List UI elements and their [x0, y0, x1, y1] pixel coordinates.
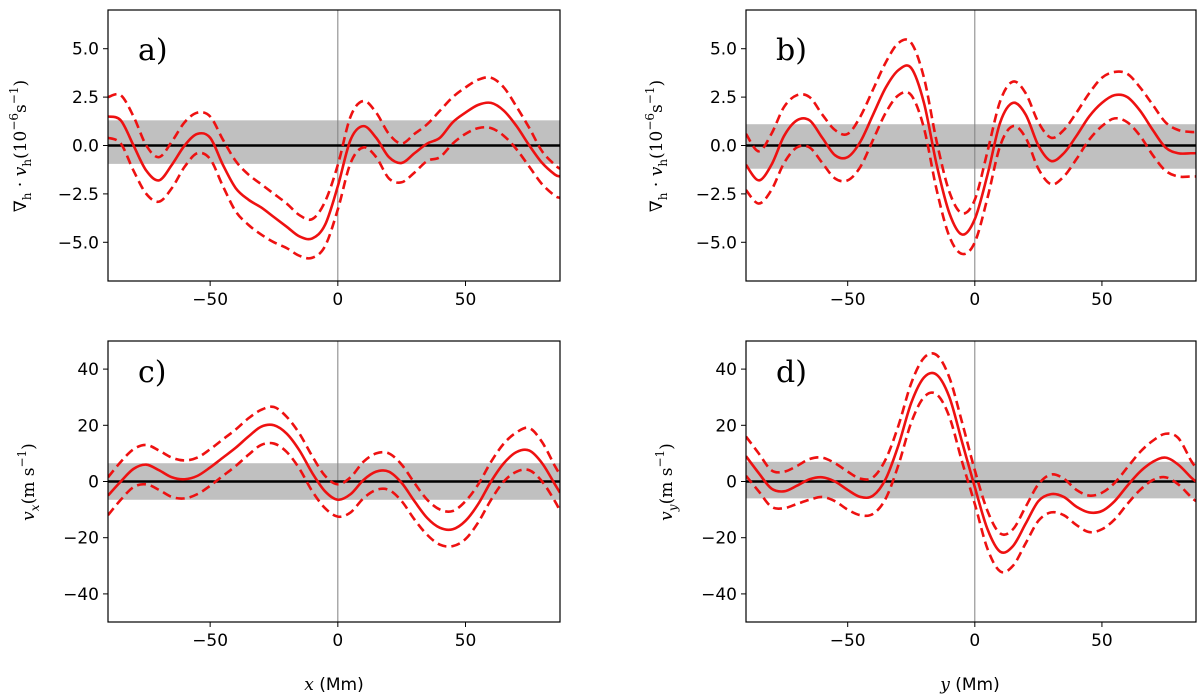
- y-tick-label-d: 0: [726, 473, 737, 493]
- x-tick-label-c: 50: [455, 631, 477, 651]
- x-tick-label-d: 50: [1091, 631, 1113, 651]
- x-tick-label-c: −50: [192, 631, 228, 651]
- x-tick-label-b: −50: [830, 290, 866, 310]
- y-tick-label-d: 20: [715, 416, 737, 436]
- y-tick-label-a: 2.5: [72, 88, 99, 108]
- plot-area-d: [746, 341, 1196, 622]
- panel-label-b: b): [776, 33, 807, 68]
- x-tick-label-b: 0: [969, 290, 980, 310]
- y-tick-label-b: 0.0: [710, 137, 737, 157]
- x-axis-label-c: x (Mm): [304, 675, 364, 695]
- y-tick-label-d: −40: [701, 585, 737, 605]
- y-axis-label-c: vx(m s−1): [15, 443, 42, 521]
- y-tick-label-b: 2.5: [710, 88, 737, 108]
- x-tick-label-a: 50: [455, 290, 477, 310]
- series-lower-line-c: [108, 441, 560, 548]
- y-tick-label-c: 20: [77, 416, 99, 436]
- series-lower-line-d: [746, 391, 1196, 574]
- series-mean-line-c: [108, 423, 560, 532]
- x-tick-label-d: 0: [969, 631, 980, 651]
- y-axis-label-b: ∇h · vh(10−6s−1): [643, 80, 670, 212]
- y-axis-label-a: ∇h · vh(10−6s−1): [7, 80, 34, 212]
- y-tick-label-a: 5.0: [72, 40, 99, 60]
- series-upper-line-c: [108, 405, 560, 513]
- y-axis-label-d: vy(m s−1): [653, 443, 680, 521]
- noise-band-a: [108, 120, 560, 164]
- y-tick-label-a: −2.5: [58, 185, 99, 205]
- series-lower-line-b: [746, 90, 1196, 256]
- y-tick-label-a: 0.0: [72, 137, 99, 157]
- y-tick-label-d: 40: [715, 360, 737, 380]
- series-upper-line-a: [108, 75, 560, 222]
- x-tick-label-b: 50: [1091, 290, 1113, 310]
- y-tick-label-d: −20: [701, 529, 737, 549]
- plot-area-b: [746, 10, 1196, 281]
- plot-area-c: [108, 341, 560, 622]
- panel-label-a: a): [138, 33, 168, 68]
- y-tick-label-b: −2.5: [696, 185, 737, 205]
- series-mean-line-d: [746, 371, 1196, 555]
- y-tick-label-b: −5.0: [696, 233, 737, 253]
- series-mean-line-b: [746, 64, 1196, 236]
- x-tick-label-d: −50: [830, 631, 866, 651]
- panel-a: a) ∇h · vh(10−6s−1) −50 0 50 −5.0 −2.5 0.0 2.5…: [7, 9, 561, 310]
- y-tick-label-b: 5.0: [710, 40, 737, 60]
- x-tick-label-c: 0: [332, 631, 343, 651]
- y-tick-label-c: 0: [88, 473, 99, 493]
- panel-d: d) vy(m s−1) y (Mm) −50 0 50 −40 −20 0 20 40: [653, 340, 1197, 695]
- panel-label-c: c): [138, 355, 167, 390]
- y-tick-label-c: 40: [77, 360, 99, 380]
- x-tick-label-a: 0: [332, 290, 343, 310]
- y-tick-label-c: −20: [63, 529, 99, 549]
- series-mean-line-a: [108, 101, 560, 241]
- x-axis-label-d: y (Mm): [939, 675, 1000, 695]
- y-tick-label-a: −5.0: [58, 233, 99, 253]
- series-upper-line-d: [746, 351, 1196, 537]
- x-tick-label-a: −50: [192, 290, 228, 310]
- panel-c: c) vx(m s−1) x (Mm) −50 0 50 −40 −20 0 20 40: [15, 340, 561, 695]
- plot-area-a: [108, 10, 560, 281]
- series-lower-line-a: [108, 125, 560, 260]
- panel-b: b) ∇h · vh(10−6s−1) −50 0 50 −5.0 −2.5 0.0 2.5…: [643, 9, 1197, 310]
- y-tick-label-c: −40: [63, 585, 99, 605]
- series-upper-line-b: [746, 38, 1196, 215]
- panel-label-d: d): [776, 355, 807, 390]
